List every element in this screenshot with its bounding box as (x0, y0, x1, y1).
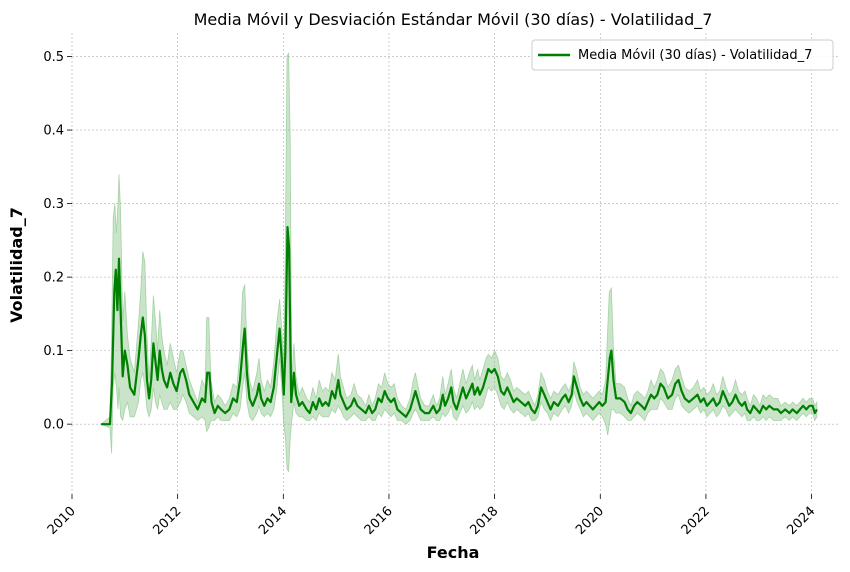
x-tick-label: 2016 (362, 504, 396, 538)
legend-box (531, 39, 834, 71)
y-tick-label: 0.4 (43, 124, 64, 139)
grid (71, 33, 838, 494)
y-tick-label: 0.2 (43, 271, 64, 286)
std-band-layer (100, 52, 818, 473)
x-tick-label: 2020 (573, 504, 607, 538)
x-axis-ticks: 2010 2012 2014 2016 2018 2020 2022 2024 (45, 494, 818, 538)
x-tick-label: 2010 (45, 504, 79, 538)
y-axis-ticks: 0.0 0.1 0.2 0.3 0.4 0.5 (43, 50, 72, 433)
y-tick-label: 0.5 (43, 50, 64, 65)
y-tick-label: 0.3 (43, 197, 64, 212)
chart-title: Media Móvil y Desviación Estándar Móvil … (194, 10, 713, 30)
x-tick-label: 2014 (256, 504, 290, 538)
y-axis-label: Volatilidad_7 (7, 207, 26, 323)
std-band (100, 52, 818, 473)
series-layer (101, 226, 818, 426)
y-tick-label: 0.1 (43, 344, 64, 359)
x-tick-label: 2022 (679, 504, 713, 538)
x-tick-label: 2024 (784, 504, 818, 538)
legend: Media Móvil (30 días) - Volatilidad_7 (531, 39, 834, 71)
x-axis-label: Fecha (427, 543, 480, 562)
x-tick-label: 2018 (467, 504, 501, 538)
x-tick-label: 2012 (150, 504, 184, 538)
legend-label: Media Móvil (30 días) - Volatilidad_7 (578, 48, 812, 63)
series-line (101, 226, 818, 426)
y-tick-label: 0.0 (43, 418, 64, 433)
